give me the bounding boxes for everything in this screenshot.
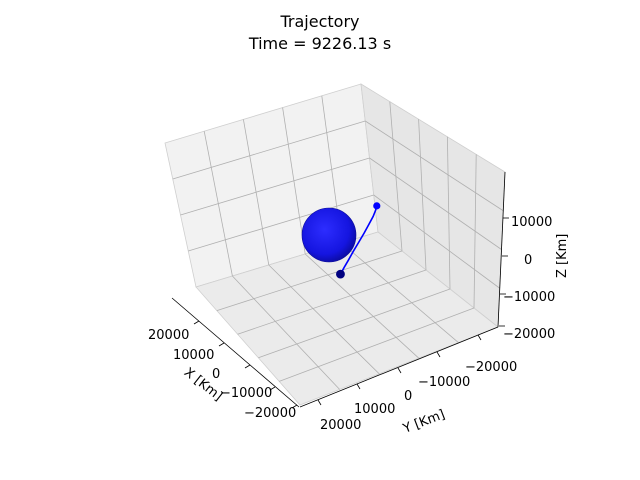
y-axis-line <box>299 326 499 408</box>
tick-mark <box>218 342 225 347</box>
tick-mark <box>317 399 322 406</box>
tick-mark <box>269 386 276 391</box>
y-tick-label: 10000 <box>354 402 395 417</box>
chart-subtitle: Time = 9226.13 s <box>248 34 392 53</box>
earth-sphere <box>301 207 357 263</box>
tick-mark <box>193 320 200 325</box>
z-axis-line <box>497 171 506 328</box>
grid-lines <box>172 95 504 390</box>
y-tick-label: −20000 <box>465 360 517 375</box>
y-axis-label: Y [Km] <box>400 407 447 437</box>
tick-mark <box>397 367 402 374</box>
current-position-marker <box>336 269 345 279</box>
x-tick-label: 10000 <box>173 348 214 363</box>
y-tick-label: 0 <box>404 389 412 404</box>
x-tick-label: −20000 <box>244 406 296 421</box>
x-tick-label: 20000 <box>148 328 189 343</box>
chart-title: Trajectory <box>280 12 360 31</box>
z-tick-label: 10000 <box>511 215 552 230</box>
tick-mark <box>244 364 251 369</box>
y-tick-label: −10000 <box>418 375 470 390</box>
x-tick-label: 0 <box>212 367 220 382</box>
z-tick-label: −20000 <box>503 327 555 342</box>
tick-mark <box>436 351 441 358</box>
z-axis-label: Z [Km] <box>555 234 570 278</box>
z-tick-label: 0 <box>524 253 532 268</box>
start-marker <box>373 202 381 210</box>
y-tick-label: 20000 <box>320 418 361 433</box>
tick-mark <box>477 334 482 341</box>
tick-mark <box>291 404 298 409</box>
x-tick-label: −10000 <box>220 386 272 401</box>
trajectory-line <box>339 205 378 275</box>
tick-mark <box>356 383 361 390</box>
z-tick-label: −10000 <box>503 290 555 305</box>
x-axis-line <box>171 297 300 408</box>
